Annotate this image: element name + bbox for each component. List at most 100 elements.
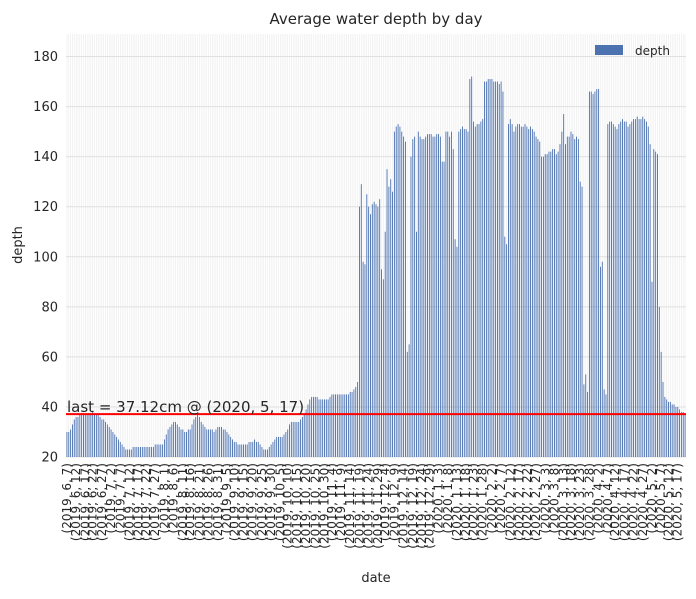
bar [244,444,246,457]
x-tick-label: (2019, 9, 20) [246,463,260,541]
bar [524,124,526,457]
bar [414,136,416,457]
bar [406,351,408,457]
bar [561,131,563,457]
bar [550,151,552,458]
x-tick-label: (2019, 7, 7) [113,463,127,533]
bar [211,429,213,457]
bar [416,231,417,457]
bar [221,426,222,457]
bar [572,134,574,457]
bar [462,126,463,457]
bar [335,394,336,457]
bar [447,131,449,457]
bar [671,404,673,457]
bar [441,161,443,458]
bar [327,399,329,457]
bar [266,449,268,457]
bar [206,429,208,457]
bar [636,116,638,458]
bar [570,131,572,457]
x-tick-label: (2020, 1, 8) [441,463,455,533]
bar [436,134,438,457]
x-tick-label: (2019, 8, 6) [167,463,181,533]
x-tick-label: (2019, 11, 9) [334,463,348,541]
bar [329,396,331,457]
bar [301,416,303,457]
x-tick-label: (2019, 12, 24) [415,463,429,549]
bar [651,281,653,457]
bar [548,151,550,458]
bar [555,154,557,457]
bar [508,124,509,457]
bar [509,119,511,458]
bar [92,411,94,457]
bar [125,449,127,457]
bar [539,141,541,458]
bar [401,131,403,457]
bar [625,121,627,458]
x-tick-label: (2019, 12, 19) [406,463,420,549]
bar [112,431,114,457]
bar [487,79,489,457]
bar [278,436,279,457]
bar [458,131,460,457]
bar [184,431,186,457]
bar [336,394,338,457]
bar [614,126,616,457]
bar [140,446,141,457]
bar [520,126,522,457]
bar [438,134,440,457]
bar [519,124,520,457]
x-tick-label: (2020, 3, 13) [557,463,571,541]
bar [546,154,548,457]
bar [217,426,219,457]
bar [432,136,434,457]
y-tick-label: 80 [41,300,58,315]
bars [66,76,686,458]
x-tick-label: (2019, 6, 7) [60,463,74,533]
bar [408,344,410,457]
bar [587,391,589,457]
bar [156,444,158,457]
bar [252,441,254,457]
bar [362,261,364,457]
bar [213,431,215,457]
bar [263,449,265,457]
bar [649,144,651,457]
bar [287,429,289,457]
y-tick-label: 180 [33,50,58,65]
bar [193,419,195,457]
legend: depth [595,44,670,58]
bar [644,119,646,458]
bar [79,414,81,457]
x-tick-label: (2019, 10, 20) [299,463,313,549]
bar [281,436,283,457]
bar [95,414,97,457]
bar [105,421,107,457]
bar [599,266,601,457]
bar [371,204,373,457]
bar [677,406,679,457]
bar [279,436,281,457]
bar [596,89,598,457]
bar [90,414,92,457]
bar [167,429,169,457]
bar [395,126,397,457]
bar [530,126,531,457]
x-tick-label: (2020, 4, 7) [601,463,615,533]
bar [189,429,191,457]
bar [314,396,316,457]
bar [219,426,221,457]
x-tick-label: (2019, 11, 29) [371,463,385,549]
bar [114,434,116,457]
bar [513,131,515,457]
bar [456,246,458,457]
bar [609,121,611,458]
x-tick-label: (2019, 6, 22) [86,463,100,541]
bar [568,136,570,457]
bar [386,169,388,457]
bar [434,136,436,457]
bar [333,394,335,457]
bar [318,399,320,457]
